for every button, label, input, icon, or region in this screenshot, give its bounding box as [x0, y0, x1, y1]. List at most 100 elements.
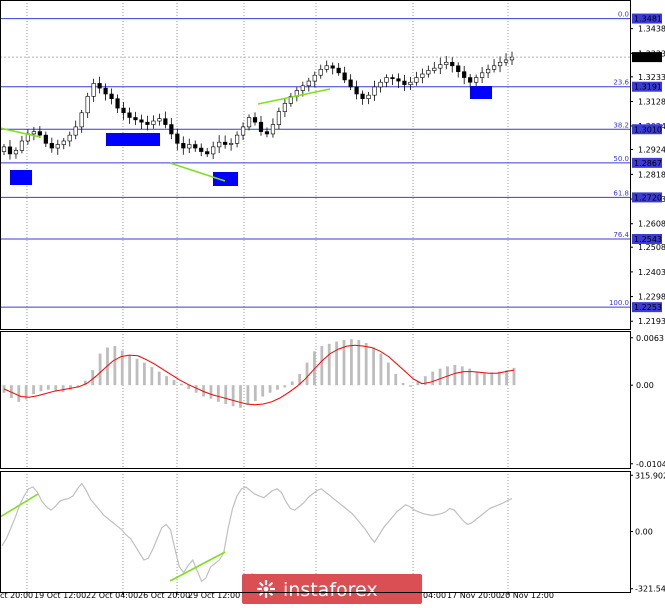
macd-histogram-bar — [172, 379, 176, 386]
macd-histogram-bar — [46, 385, 50, 390]
candle-body — [366, 94, 371, 100]
fib-level-label: 100.0 — [609, 299, 629, 307]
fib-price-box — [632, 233, 662, 244]
macd-histogram-bar — [335, 341, 339, 386]
macd-histogram-bar — [231, 385, 235, 407]
pane-frame — [0, 0, 631, 330]
macd-histogram-bar — [283, 385, 287, 388]
current-price-box — [632, 52, 662, 63]
candle-body — [300, 85, 305, 91]
macd-series — [2, 339, 516, 408]
candle-body — [354, 86, 359, 95]
fib-level-label: 23.6 — [613, 79, 629, 87]
candle-body — [468, 77, 473, 83]
macd-histogram-bar — [91, 370, 95, 386]
logo-text: instaforex — [283, 579, 378, 601]
oscillator-line — [1, 482, 513, 583]
candle-body — [438, 64, 443, 69]
candle-body — [193, 144, 198, 149]
instaforex-logo: instaforex — [242, 574, 422, 604]
support-zone-box — [213, 172, 238, 186]
macd-histogram-bar — [209, 385, 213, 399]
macd-histogram-bar — [320, 346, 324, 386]
macd-histogram-bar — [17, 385, 21, 402]
macd-histogram-bar — [179, 383, 183, 386]
macd-histogram-bar — [261, 385, 265, 397]
fib-price-label: 1.2543 — [634, 235, 662, 244]
macd-histogram-bar — [416, 381, 420, 386]
candle-body — [312, 74, 317, 82]
candle-body — [19, 140, 25, 151]
price-tick-label: 1.3438 — [638, 25, 665, 34]
candle-body — [491, 65, 497, 70]
macd-histogram-bar — [298, 373, 302, 386]
candle-body — [31, 131, 36, 135]
macd-histogram-bar — [305, 362, 309, 386]
candle-body — [390, 77, 395, 80]
candle-body — [360, 93, 365, 99]
fib-price-label: 1.3010 — [634, 125, 662, 134]
macd-histogram-bar — [216, 385, 220, 402]
candle-body — [121, 107, 126, 114]
macd-histogram-bar — [342, 340, 346, 386]
fib-price-label: 1.3191 — [634, 83, 662, 92]
candle-body — [157, 118, 162, 122]
price-tick-label: 1.2924 — [638, 145, 665, 154]
candle-body — [211, 146, 216, 155]
time-tick-label: 20 Nov 12:00 — [500, 591, 554, 600]
candle-body — [258, 121, 264, 132]
candle-body — [336, 67, 341, 74]
candle-body — [396, 78, 401, 82]
macd-histogram-bar — [409, 385, 412, 387]
candle-body — [49, 143, 54, 149]
fib-level-label: 0.0 — [618, 11, 629, 19]
candle-body — [414, 77, 419, 83]
macd-histogram-bar — [386, 362, 390, 386]
divergence-line — [0, 127, 41, 138]
fib-level-label: 61.8 — [613, 189, 629, 197]
candle-body — [175, 133, 180, 144]
candle-body — [55, 144, 60, 149]
candle-body — [79, 112, 84, 128]
macd-tick-label: 0.00 — [636, 381, 654, 390]
time-tick-label: 17 Nov 20:00 — [447, 591, 501, 600]
candle-body — [324, 65, 329, 70]
fib-price-box — [632, 13, 662, 24]
macd-histogram-bar — [372, 347, 375, 386]
fib-price-box — [632, 157, 662, 168]
macd-histogram-bar — [253, 385, 257, 402]
fib-price-box — [632, 192, 662, 203]
macd-axis: 0.0063 0.00 -0.01044 — [630, 334, 665, 469]
candle-body — [7, 146, 13, 155]
candle-body — [372, 86, 377, 96]
logo-mark-icon — [257, 580, 275, 598]
macd-tick-label: 0.0063 — [636, 334, 664, 343]
macd-histogram-bar — [379, 353, 383, 386]
divergence-line — [169, 162, 226, 182]
fib-price-box — [632, 124, 662, 135]
macd-histogram-bar — [98, 353, 102, 386]
macd-histogram-bar — [246, 385, 250, 405]
macd-histogram-bar — [135, 358, 139, 386]
macd-histogram-bar — [453, 364, 457, 386]
current-price-label: 1.3317 — [634, 53, 662, 62]
candle-body — [318, 69, 323, 76]
macd-gridlines — [26, 331, 509, 468]
candle-body — [240, 126, 246, 136]
candle-body — [420, 73, 425, 78]
macd-histogram-bar — [290, 381, 294, 386]
candle-body — [462, 71, 467, 78]
candle-body — [205, 151, 210, 155]
time-tick-label: ct 20:00 — [0, 591, 33, 600]
candle-body — [342, 72, 347, 81]
osc-tick-label: -321.547 — [635, 585, 665, 594]
osc-tick-label: 315.9023 — [635, 471, 665, 480]
macd-histogram-bar — [150, 367, 154, 386]
macd-histogram-bar — [483, 373, 486, 386]
macd-histogram-bar — [239, 385, 242, 408]
macd-signal-line — [3, 344, 515, 406]
candle-body — [408, 81, 413, 85]
price-tick-label: 1.2298 — [638, 293, 665, 302]
macd-histogram-bar — [224, 385, 228, 405]
